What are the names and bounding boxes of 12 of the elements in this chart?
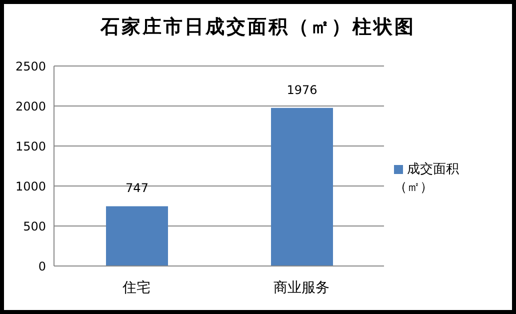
x-tick-label: 商业服务: [274, 280, 330, 296]
data-label: 747: [126, 181, 148, 196]
chart-title: 石家庄市日成交面积（㎡）柱状图: [99, 15, 416, 40]
y-tick-label: 2500: [15, 59, 46, 74]
y-tick-label: 1500: [15, 139, 46, 154]
y-tick-label: 2000: [15, 99, 46, 114]
y-tick-label: 1000: [15, 179, 46, 194]
data-label: 1976: [286, 82, 318, 97]
legend-label: 成交面积（㎡）: [394, 162, 459, 195]
x-tick-label: 住宅: [122, 280, 150, 296]
y-tick-label: 0: [38, 259, 46, 274]
y-tick-label: 500: [23, 219, 46, 234]
